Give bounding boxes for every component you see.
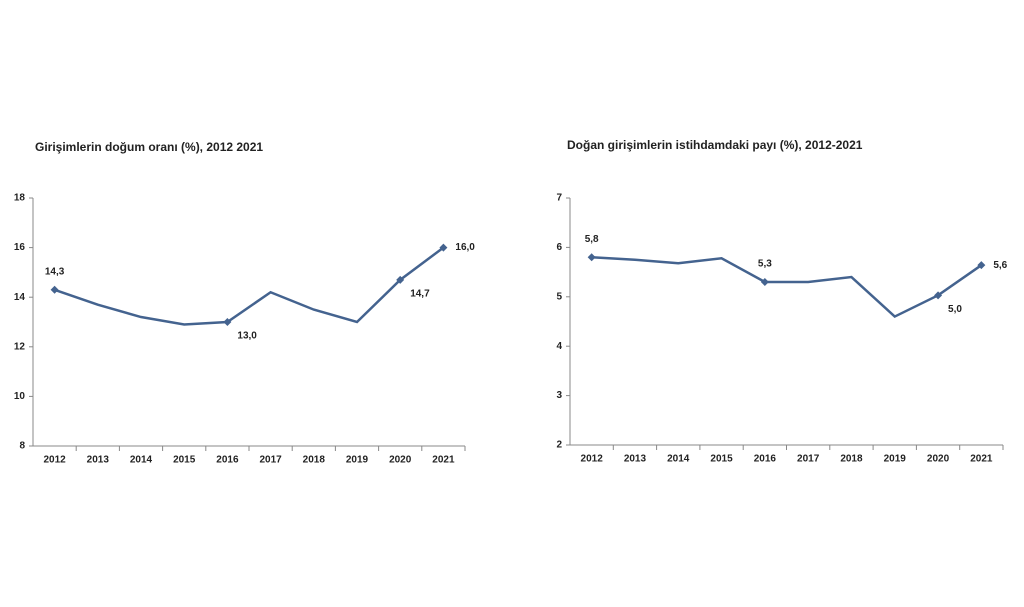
y-tick-label: 18: [14, 193, 26, 204]
x-tick-label: 2021: [970, 454, 993, 465]
data-label: 5,3: [758, 259, 772, 270]
x-tick-label: 2013: [624, 454, 647, 465]
x-tick-label: 2016: [216, 455, 239, 466]
x-tick-label: 2015: [710, 454, 733, 465]
y-tick-label: 7: [556, 193, 562, 204]
x-tick-label: 2019: [884, 454, 907, 465]
data-line: [54, 246, 445, 326]
x-tick-label: 2021: [432, 455, 455, 466]
marker: [396, 275, 405, 284]
data-label: 14,3: [45, 266, 65, 277]
x-tick-label: 2019: [346, 455, 369, 466]
chart-title: Doğan girişimlerin istihdamdaki payı (%)…: [567, 138, 863, 152]
y-tick-label: 4: [556, 341, 562, 352]
data-label: 13,0: [237, 331, 257, 342]
x-tick-label: 2012: [43, 455, 66, 466]
y-tick-label: 12: [14, 341, 26, 352]
data-line: [591, 256, 983, 319]
data-label: 16,0: [455, 242, 475, 253]
y-tick-label: 14: [14, 292, 26, 303]
y-tick-label: 16: [14, 242, 26, 253]
marker: [934, 291, 943, 300]
data-label: 5,8: [585, 234, 599, 245]
x-tick-label: 2013: [87, 455, 110, 466]
x-tick-label: 2018: [303, 455, 326, 466]
x-tick-label: 2016: [754, 454, 777, 465]
data-label: 14,7: [410, 288, 430, 299]
marker: [439, 243, 448, 252]
marker: [587, 253, 596, 262]
x-tick-label: 2017: [259, 455, 282, 466]
y-tick-label: 5: [556, 291, 562, 302]
x-tick-label: 2020: [927, 454, 950, 465]
data-label: 5,6: [993, 260, 1007, 271]
x-tick-label: 2014: [130, 455, 153, 466]
marker: [50, 285, 59, 294]
x-tick-label: 2014: [667, 454, 690, 465]
x-tick-label: 2015: [173, 455, 196, 466]
x-tick-label: 2020: [389, 455, 412, 466]
chart-title: Girişimlerin doğum oranı (%), 2012 2021: [35, 140, 263, 154]
marker: [760, 277, 769, 286]
x-tick-label: 2017: [797, 454, 820, 465]
y-tick-label: 3: [556, 390, 562, 401]
y-tick-label: 2: [556, 440, 562, 451]
x-tick-label: 2018: [840, 454, 863, 465]
x-tick-label: 2012: [581, 454, 604, 465]
y-tick-label: 10: [14, 391, 26, 402]
y-tick-label: 8: [19, 441, 25, 452]
y-tick-label: 6: [556, 242, 562, 253]
marker: [223, 318, 232, 326]
marker: [977, 261, 986, 270]
data-label: 5,0: [948, 304, 962, 315]
